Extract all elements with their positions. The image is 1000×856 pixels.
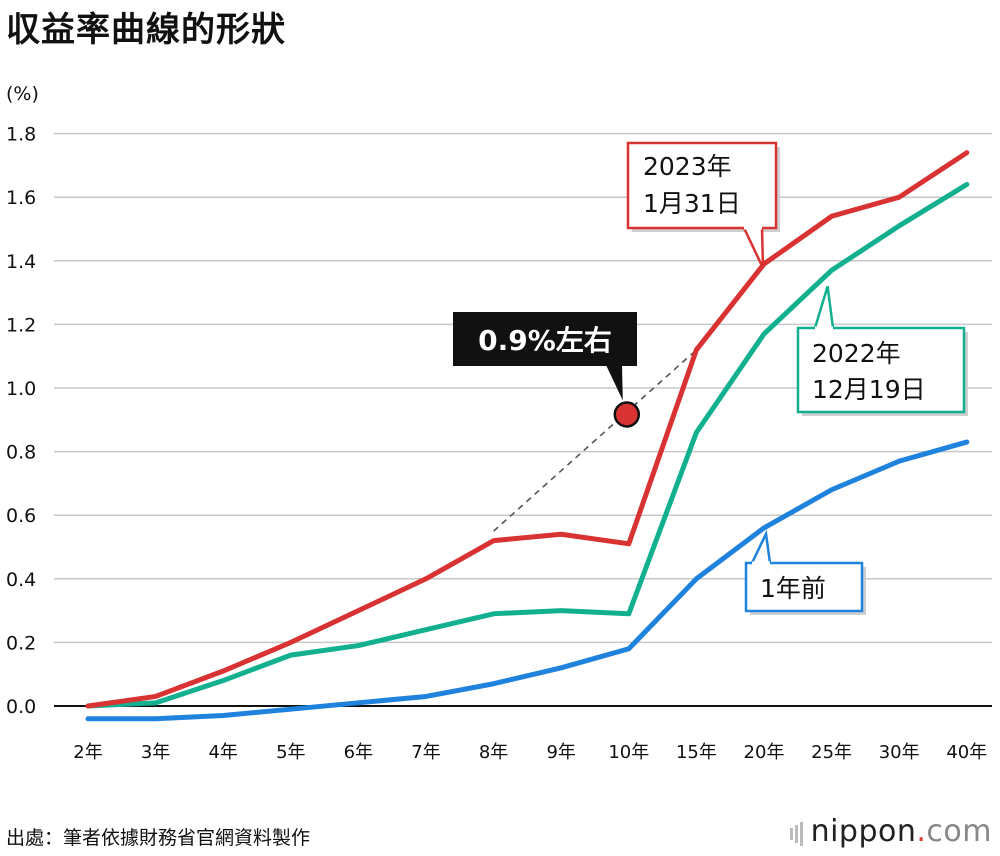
y-tick-label: 0.2	[6, 632, 36, 654]
callout-green-text: 2022年	[812, 339, 901, 368]
grid-lines	[54, 132, 992, 707]
y-axis-unit-label: (%)	[6, 83, 39, 105]
callout-blue-pointer	[750, 529, 772, 565]
series-line-2	[85, 439, 970, 722]
callout-green-pointer	[813, 285, 835, 330]
y-tick-label: 0.6	[6, 505, 36, 527]
annotation-pointer	[606, 365, 623, 401]
series-line-0	[85, 150, 970, 709]
x-tick-label: 2年	[73, 742, 102, 763]
page-title: 収益率曲線的形狀	[6, 10, 286, 50]
x-tick-label: 25年	[811, 742, 852, 763]
x-tick-label: 20年	[744, 742, 785, 763]
callout-green-box	[796, 326, 966, 414]
x-tick-label: 4年	[208, 742, 237, 763]
y-tick-label: 1.6	[6, 187, 36, 209]
x-tick-label: 5年	[276, 742, 305, 763]
y-tick-label: 1.8	[6, 124, 36, 146]
callout-red-text: 2023年	[643, 152, 732, 181]
x-tick-label: 7年	[411, 742, 440, 763]
annotation-label: 0.9%左右	[478, 324, 612, 357]
series-line-1	[85, 181, 970, 709]
y-tick-label: 1.0	[6, 378, 36, 400]
x-tick-label: 8年	[479, 742, 508, 763]
x-tick-labels: 2年 3年 4年 5年 6年 7年 8年 9年 10年 15年 20年 25年 30年 40年	[73, 742, 987, 763]
y-tick-label: 1.2	[6, 314, 36, 336]
annotation-dashed-line	[493, 349, 697, 532]
y-tick-label: 0.0	[6, 696, 36, 718]
brand-suffix: com	[926, 814, 992, 849]
callout-blue-box	[744, 561, 864, 613]
brand-name: nippon	[810, 814, 917, 849]
dashed-extrapolation-line	[493, 349, 697, 532]
y-tick-label: 0.8	[6, 442, 36, 464]
annotation-point	[613, 401, 641, 428]
x-tick-label: 3年	[141, 742, 170, 763]
yield-curve-chart: (%) 0.0 0.2 0.4 0.6 0.8 1.0 1.2 1.4 1.6 1.8 2年 3年 4…	[6, 83, 992, 763]
callouts: 2023年 1月31日 2022年 12月19日 1年前 0.9%左右	[453, 141, 968, 615]
x-tick-label: 30年	[879, 742, 920, 763]
callout-green-text: 12月19日	[812, 375, 926, 404]
y-tick-label: 1.4	[6, 251, 36, 273]
annotation-box	[453, 312, 637, 366]
series-lines	[85, 150, 970, 722]
nippon-com-logo: nippon.com	[789, 814, 992, 850]
callout-red-text: 1月31日	[643, 189, 741, 218]
callout-blue-text: 1年前	[760, 574, 826, 603]
callout-red-box	[626, 141, 778, 230]
x-tick-label: 9年	[546, 742, 575, 763]
y-tick-labels: 0.0 0.2 0.4 0.6 0.8 1.0 1.2 1.4 1.6 1.8	[6, 124, 36, 718]
callout-red-pointer	[742, 226, 765, 269]
x-tick-label: 6年	[344, 742, 373, 763]
x-tick-label: 40年	[946, 742, 987, 763]
x-tick-label: 10年	[608, 742, 649, 763]
source-note: 出處：筆者依據財務省官網資料製作	[6, 827, 311, 849]
y-tick-label: 0.4	[6, 569, 36, 591]
brand-dot: .	[916, 814, 927, 849]
x-tick-label: 15年	[676, 742, 717, 763]
logo-bars-icon	[789, 815, 805, 850]
